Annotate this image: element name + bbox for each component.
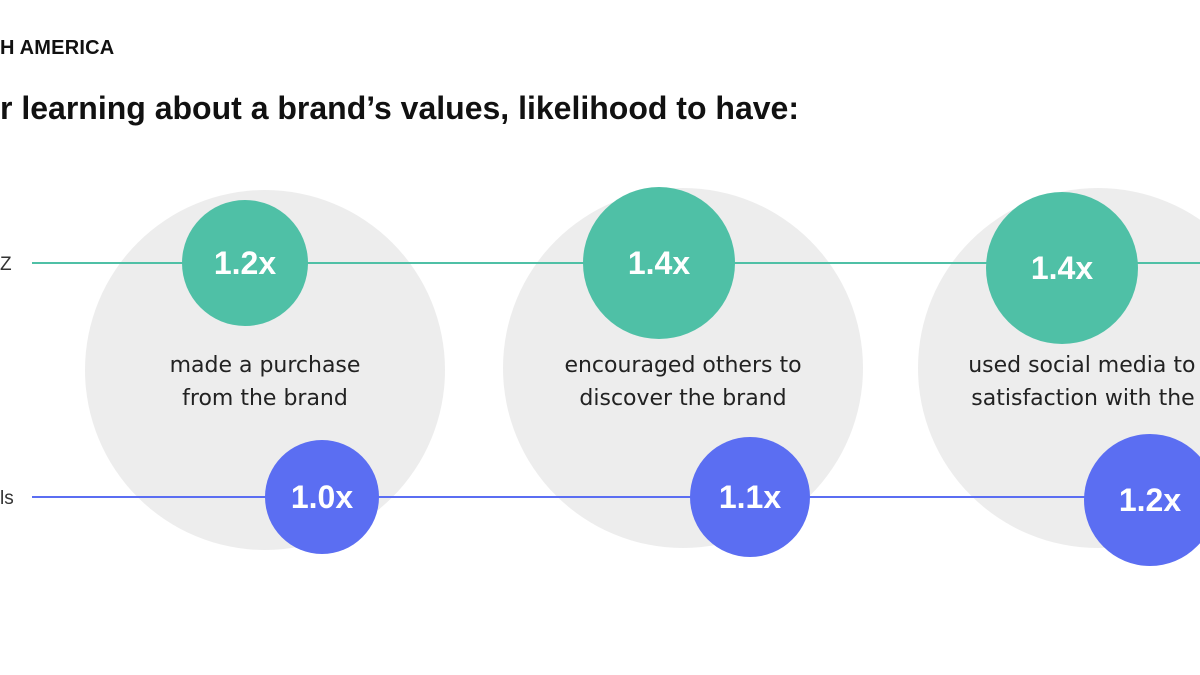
data-point-series-1-2 (583, 187, 735, 339)
data-point-series-2-1 (265, 440, 379, 554)
region-label: H AMERICA (0, 37, 115, 59)
data-label-series-2-1: 1.0x (291, 479, 353, 515)
category-label-2-line-2: discover the brand (579, 386, 786, 411)
category-label-3-line-1: used social media to sh (968, 353, 1200, 378)
category-label-2-line-1: encouraged others to (564, 353, 801, 378)
data-label-series-2-3: 1.2x (1119, 482, 1181, 518)
chart-title: r learning about a brand’s values, likel… (0, 90, 799, 126)
data-label-series-2-2: 1.1x (719, 479, 781, 515)
data-point-series-2-2 (690, 437, 810, 557)
data-point-series-1-1 (182, 200, 308, 326)
category-label-1-line-1: made a purchase (170, 353, 361, 378)
data-label-series-1-3: 1.4x (1031, 250, 1093, 286)
series-label-1: Z (0, 254, 12, 275)
category-label-3-line-2: satisfaction with the br (971, 386, 1200, 411)
category-label-1-line-2: from the brand (182, 386, 348, 411)
data-point-series-2-3 (1084, 434, 1200, 566)
data-point-series-1-3 (986, 192, 1138, 344)
series-label-2: ls (0, 488, 14, 509)
data-label-series-1-1: 1.2x (214, 245, 276, 281)
data-label-series-1-2: 1.4x (628, 245, 690, 281)
